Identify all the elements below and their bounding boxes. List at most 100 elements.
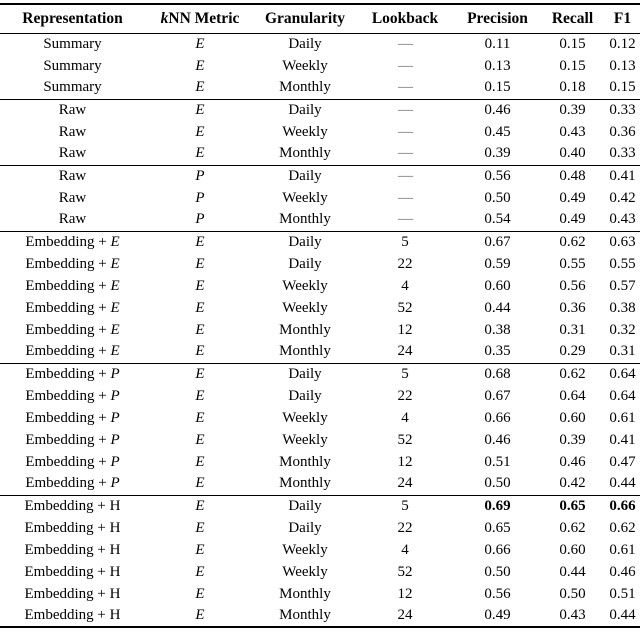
representation-cell: Raw [0, 121, 145, 143]
representation-text: Embedding + [25, 343, 111, 360]
lookback-cell: 24 [397, 475, 413, 492]
representation-text: Raw [58, 101, 87, 118]
header-row: Representation kNN Metric Granularity Lo… [0, 4, 640, 34]
recall-cell: 0.48 [559, 167, 586, 184]
knn-metric-cell: P [195, 211, 205, 228]
knn-metric-cell: E [195, 123, 205, 140]
recall-cell: 0.64 [559, 387, 586, 404]
precision-cell: 0.45 [484, 123, 511, 140]
f1-cell: 0.51 [609, 585, 636, 602]
precision-cell: 0.50 [484, 189, 511, 206]
f1-cell: 0.32 [609, 321, 636, 338]
knn-metric-cell: E [195, 343, 205, 360]
representation-text: Raw [58, 145, 87, 162]
representation-variant-letter: E [110, 321, 120, 338]
recall-cell: 0.60 [559, 541, 586, 558]
precision-cell: 0.67 [484, 387, 511, 404]
recall-cell: 0.43 [559, 607, 586, 623]
recall-cell: 0.62 [559, 365, 586, 382]
recall-cell: 0.60 [559, 409, 586, 426]
knn-metric-cell: P [195, 189, 205, 206]
knn-metric-cell: E [195, 387, 205, 404]
knn-metric-cell: E [195, 277, 205, 294]
recall-cell: 0.31 [559, 321, 586, 338]
table-row: Embedding + H E Weekly 52 0.50 0.44 0.46 [0, 561, 640, 583]
knn-metric-cell: E [195, 299, 205, 316]
table-row: Embedding + P E Daily 5 0.68 0.62 0.64 [0, 363, 640, 385]
f1-cell: 0.57 [609, 277, 636, 294]
granularity-cell: Monthly [279, 453, 331, 470]
f1-cell: 0.43 [609, 211, 636, 228]
representation-text: Embedding + [25, 321, 111, 338]
precision-cell: 0.15 [484, 79, 511, 96]
precision-cell: 0.68 [484, 365, 511, 382]
table-header: Representation kNN Metric Granularity Lo… [0, 4, 640, 34]
representation-cell: Embedding + P [0, 363, 145, 385]
table-group: Embedding + H E Daily 5 0.69 0.65 0.66 Embeddin… [0, 495, 640, 627]
lookback-cell: 4 [401, 541, 409, 558]
precision-cell: 0.35 [484, 343, 511, 360]
lookback-cell: — [398, 145, 413, 162]
representation-cell: Embedding + H [0, 561, 145, 583]
lookback-cell: 12 [397, 321, 413, 338]
representation-text: Embedding + H [24, 563, 121, 580]
granularity-cell: Daily [288, 35, 322, 52]
f1-cell: 0.12 [609, 35, 636, 52]
recall-cell: 0.44 [559, 563, 586, 580]
representation-variant-letter: E [110, 277, 120, 294]
representation-text: Embedding + [25, 255, 111, 272]
granularity-cell: Daily [288, 255, 322, 272]
col-header-precision: Precision [455, 4, 540, 34]
granularity-cell: Monthly [279, 343, 331, 360]
lookback-cell: — [398, 167, 413, 184]
lookback-cell: 5 [401, 365, 409, 382]
precision-cell: 0.66 [484, 409, 511, 426]
representation-cell: Embedding + P [0, 385, 145, 407]
precision-cell: 0.66 [484, 541, 511, 558]
lookback-cell: 22 [397, 255, 413, 272]
f1-cell: 0.44 [609, 475, 636, 492]
representation-text: Summary [43, 35, 102, 52]
lookback-cell: 24 [397, 607, 413, 623]
knn-metric-cell: E [195, 475, 205, 492]
granularity-cell: Weekly [282, 409, 328, 426]
granularity-cell: Weekly [282, 541, 328, 558]
granularity-cell: Weekly [282, 299, 328, 316]
granularity-cell: Daily [288, 519, 322, 536]
col-header-lookback: Lookback [355, 4, 455, 34]
knn-metric-cell: E [195, 321, 205, 338]
lookback-cell: — [398, 79, 413, 96]
precision-cell: 0.46 [484, 431, 511, 448]
representation-cell: Embedding + P [0, 473, 145, 495]
representation-variant-letter: P [110, 365, 120, 382]
representation-text: Embedding + [25, 475, 111, 492]
table-row: Embedding + E E Weekly 4 0.60 0.56 0.57 [0, 275, 640, 297]
recall-cell: 0.15 [559, 57, 586, 74]
col-header-recall: Recall [540, 4, 605, 34]
representation-text: Raw [58, 211, 87, 228]
lookback-cell: — [398, 35, 413, 52]
f1-cell: 0.42 [609, 189, 636, 206]
knn-metric-cell: E [195, 79, 205, 96]
granularity-cell: Weekly [282, 189, 328, 206]
representation-text: Embedding + [25, 277, 111, 294]
granularity-cell: Weekly [282, 431, 328, 448]
table-group: Embedding + E E Daily 5 0.67 0.62 0.63 Embeddin… [0, 231, 640, 363]
table-row: Summary E Weekly — 0.13 0.15 0.13 [0, 55, 640, 77]
representation-text: Summary [43, 79, 102, 96]
representation-variant-letter: E [110, 233, 120, 250]
granularity-cell: Daily [288, 497, 322, 514]
knn-metric-cell: P [195, 167, 205, 184]
recall-cell: 0.36 [559, 299, 586, 316]
recall-cell: 0.50 [559, 585, 586, 602]
table-row: Summary E Daily — 0.11 0.15 0.12 [0, 33, 640, 55]
representation-variant-letter: E [110, 255, 120, 272]
lookback-cell: 24 [397, 343, 413, 360]
representation-cell: Embedding + E [0, 275, 145, 297]
table-row: Embedding + E E Daily 22 0.59 0.55 0.55 [0, 253, 640, 275]
lookback-cell: 5 [401, 233, 409, 250]
representation-text: Embedding + [25, 387, 111, 404]
table-row: Summary E Monthly — 0.15 0.18 0.15 [0, 77, 640, 99]
knn-metric-cell: E [195, 409, 205, 426]
granularity-cell: Monthly [279, 79, 331, 96]
